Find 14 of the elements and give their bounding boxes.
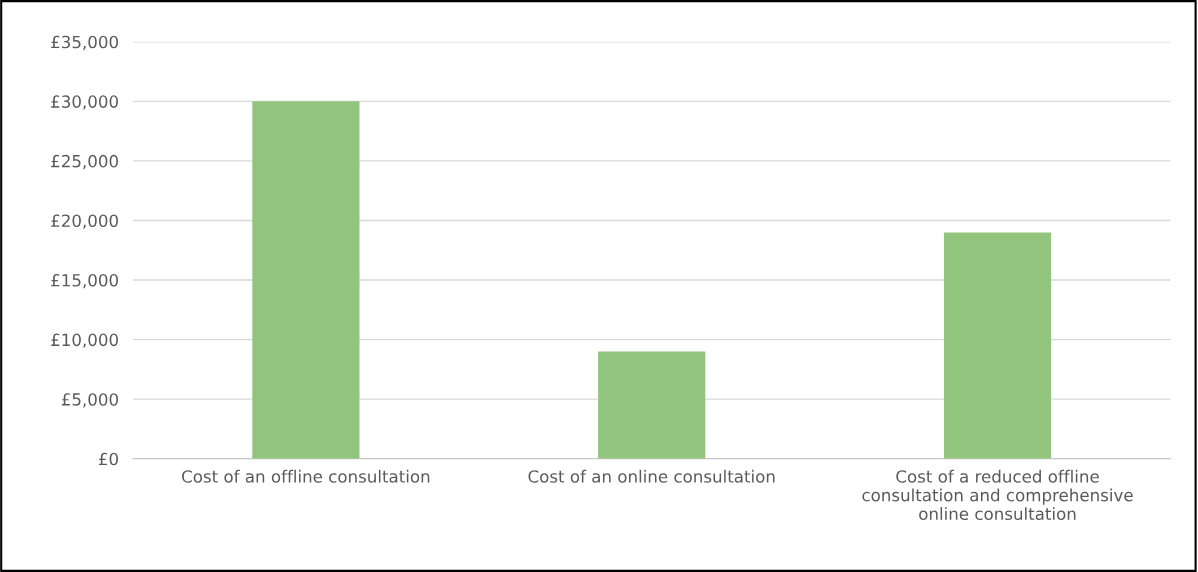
bar [598, 351, 706, 459]
y-tick-label: £35,000 [51, 35, 118, 51]
bar [943, 232, 1052, 459]
y-tick-label: £25,000 [51, 154, 118, 170]
y-tick-label: £10,000 [51, 333, 118, 348]
x-tick-label: Cost of an offline consultation [182, 469, 430, 483]
y-tick-label: £15,000 [51, 274, 118, 289]
x-tick-label: Cost of an online consultation [528, 469, 775, 483]
y-tick-label: £0 [98, 452, 118, 466]
x-tick-label: Cost of a reduced offline consultation and comprehensive online consultation [862, 469, 1133, 521]
y-tick-label: £30,000 [51, 95, 118, 110]
bar [252, 101, 360, 459]
y-tick-label: £5,000 [61, 393, 118, 408]
y-tick-label: £20,000 [51, 214, 118, 229]
